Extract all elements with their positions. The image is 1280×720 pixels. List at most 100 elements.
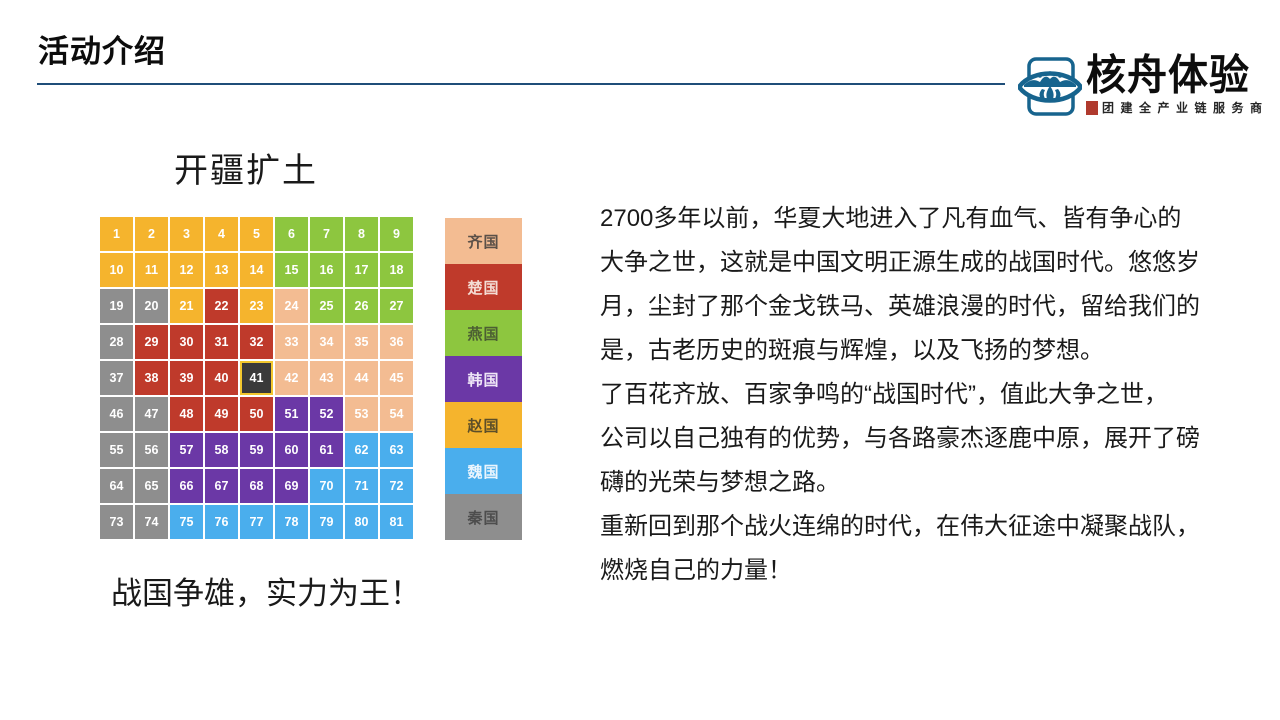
grid-cell-78: 78: [275, 505, 308, 539]
grid-cell-27: 27: [380, 289, 413, 323]
legend-item-qin: 秦国: [445, 494, 522, 540]
grid-cell-51: 51: [275, 397, 308, 431]
grid-cell-52: 52: [310, 397, 343, 431]
grid-cell-56: 56: [135, 433, 168, 467]
brand-text-block: 核舟体验 团建全产业链服务商: [1086, 52, 1269, 116]
intro-line-p1-l3: 月，尘封了那个金戈铁马、英雄浪漫的时代，留给我们的: [600, 293, 1200, 320]
grid-cell-17: 17: [345, 253, 378, 287]
grid-cell-32: 32: [240, 325, 273, 359]
grid-cell-76: 76: [205, 505, 238, 539]
grid-cell-24: 24: [275, 289, 308, 323]
brand-name: 核舟体验: [1086, 52, 1250, 100]
legend-item-han: 韩国: [445, 356, 522, 402]
page-title: 活动介绍: [38, 34, 166, 69]
grid-cell-74: 74: [135, 505, 168, 539]
grid-cell-48: 48: [170, 397, 203, 431]
grid-cell-28: 28: [100, 325, 133, 359]
intro-line-p3-l2: 燃烧自己的力量！: [600, 557, 792, 584]
brand-tagline: 团建全产业链服务商: [1102, 101, 1269, 115]
header-divider: [37, 83, 1005, 85]
grid-cell-55: 55: [100, 433, 133, 467]
grid-cell-11: 11: [135, 253, 168, 287]
grid-cell-81: 81: [380, 505, 413, 539]
grid-cell-37: 37: [100, 361, 133, 395]
intro-line-p2-l1: 了百花齐放、百家争鸣的“战国时代”，值此大争之世，: [600, 381, 1168, 408]
intro-line-p2-l2: 公司以自己独有的优势，与各路豪杰逐鹿中原，展开了磅: [600, 425, 1200, 452]
grid-cell-50: 50: [240, 397, 273, 431]
grid-cell-39: 39: [170, 361, 203, 395]
grid-cell-75: 75: [170, 505, 203, 539]
grid-cell-15: 15: [275, 253, 308, 287]
grid-cell-70: 70: [310, 469, 343, 503]
grid-cell-16: 16: [310, 253, 343, 287]
grid-cell-46: 46: [100, 397, 133, 431]
grid-cell-80: 80: [345, 505, 378, 539]
grid-cell-13: 13: [205, 253, 238, 287]
grid-cell-4: 4: [205, 217, 238, 251]
grid-cell-73: 73: [100, 505, 133, 539]
grid-cell-21: 21: [170, 289, 203, 323]
grid-cell-45: 45: [380, 361, 413, 395]
grid-cell-20: 20: [135, 289, 168, 323]
map-caption: 战国争雄，实力为王！: [111, 576, 421, 611]
grid-cell-35: 35: [345, 325, 378, 359]
grid-cell-6: 6: [275, 217, 308, 251]
intro-text: 2700多年以前，华夏大地进入了凡有血气、皆有争心的 大争之世，这就是中国文明正源…: [600, 197, 1250, 593]
grid-cell-54: 54: [380, 397, 413, 431]
grid-cell-58: 58: [205, 433, 238, 467]
grid-cell-79: 79: [310, 505, 343, 539]
grid-cell-42: 42: [275, 361, 308, 395]
grid-cell-44: 44: [345, 361, 378, 395]
grid-cell-67: 67: [205, 469, 238, 503]
grid-cell-29: 29: [135, 325, 168, 359]
grid-cell-9: 9: [380, 217, 413, 251]
grid-cell-72: 72: [380, 469, 413, 503]
grid-cell-57: 57: [170, 433, 203, 467]
grid-cell-7: 7: [310, 217, 343, 251]
legend-item-yan: 燕国: [445, 310, 522, 356]
grid-cell-69: 69: [275, 469, 308, 503]
grid-cell-43: 43: [310, 361, 343, 395]
grid-cell-5: 5: [240, 217, 273, 251]
brand-logo: 核舟体验 团建全产业链服务商: [1018, 52, 1269, 120]
intro-line-p3-l1: 重新回到那个战火连绵的时代，在伟大征途中凝聚战队，: [600, 513, 1200, 540]
grid-cell-68: 68: [240, 469, 273, 503]
grid-cell-3: 3: [170, 217, 203, 251]
grid-cell-61: 61: [310, 433, 343, 467]
grid-cell-64: 64: [100, 469, 133, 503]
states-legend: 齐国 楚国 燕国 韩国 赵国 魏国 秦国: [445, 218, 522, 540]
legend-item-chu: 楚国: [445, 264, 522, 310]
grid-cell-10: 10: [100, 253, 133, 287]
grid-cell-66: 66: [170, 469, 203, 503]
map-subtitle: 开疆扩土: [174, 152, 318, 190]
grid-cell-65: 65: [135, 469, 168, 503]
grid-cell-40: 40: [205, 361, 238, 395]
grid-cell-23: 23: [240, 289, 273, 323]
grid-cell-2: 2: [135, 217, 168, 251]
grid-cell-14: 14: [240, 253, 273, 287]
grid-cell-33: 33: [275, 325, 308, 359]
grid-cell-38: 38: [135, 361, 168, 395]
territory-grid: 1 2 3 4 5 6 7 8 9 10 11 12 13 14 15 16 17 18 19 20 21 22 23 24 2…: [100, 217, 413, 539]
legend-item-qi: 齐国: [445, 218, 522, 264]
grid-cell-59: 59: [240, 433, 273, 467]
brand-seal-icon: [1086, 100, 1098, 115]
grid-cell-71: 71: [345, 469, 378, 503]
grid-cell-49: 49: [205, 397, 238, 431]
grid-cell-12: 12: [170, 253, 203, 287]
boat-eye-logo-icon: [1018, 57, 1082, 116]
grid-cell-47: 47: [135, 397, 168, 431]
intro-line-p1-l4: 是，古老历史的斑痕与辉煌，以及飞扬的梦想。: [600, 337, 1104, 364]
grid-cell-53: 53: [345, 397, 378, 431]
grid-cell-22: 22: [205, 289, 238, 323]
grid-cell-1: 1: [100, 217, 133, 251]
intro-line-p1-l2: 大争之世，这就是中国文明正源生成的战国时代。悠悠岁: [600, 249, 1200, 276]
grid-cell-60: 60: [275, 433, 308, 467]
grid-cell-19: 19: [100, 289, 133, 323]
grid-cell-34: 34: [310, 325, 343, 359]
legend-item-wei: 魏国: [445, 448, 522, 494]
grid-cell-31: 31: [205, 325, 238, 359]
grid-cell-26: 26: [345, 289, 378, 323]
grid-cell-63: 63: [380, 433, 413, 467]
